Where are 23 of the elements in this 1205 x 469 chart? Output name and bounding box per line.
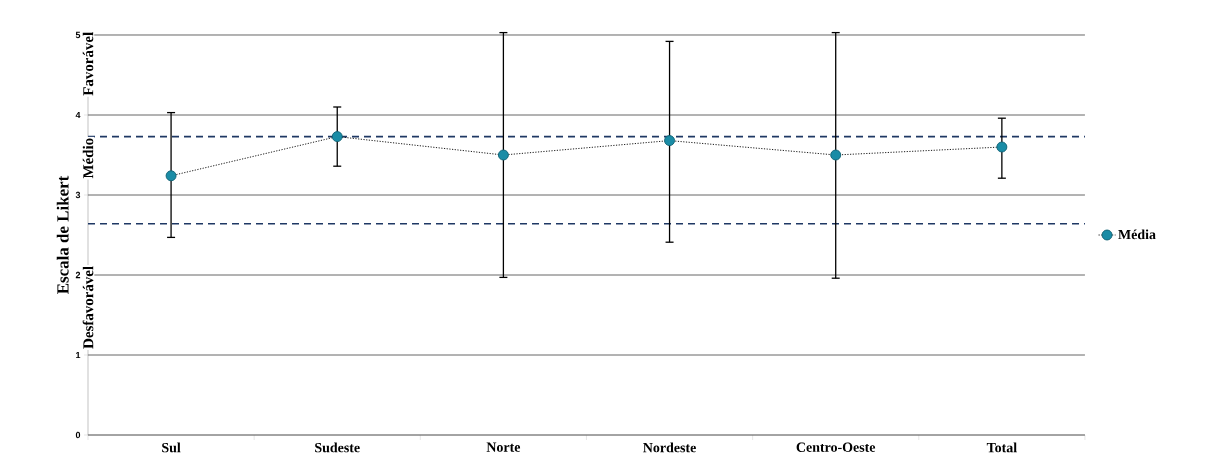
y-tick-label: 5 <box>75 31 81 39</box>
point <box>996 141 1008 153</box>
y-tick-label: 4 <box>75 111 81 119</box>
x-tick-label: Total <box>986 442 1017 453</box>
x-tick-label: Centro-Oeste <box>796 442 876 452</box>
annotation: Médio <box>82 138 94 179</box>
y-tick-label: 2 <box>75 271 81 279</box>
y-tick-label: 3 <box>75 191 81 199</box>
point <box>165 170 177 182</box>
x-tick-label: Nordeste <box>643 442 696 453</box>
annotation: Favorável <box>82 32 94 96</box>
point <box>331 131 343 143</box>
point <box>497 149 509 161</box>
y-tick-label: 1 <box>76 351 81 359</box>
annotation: Desfavorável <box>82 266 94 349</box>
x-tick-label: Sul <box>162 442 181 453</box>
point <box>664 135 675 147</box>
legend-label: Média <box>1118 229 1156 240</box>
x-tick-label: Norte <box>486 442 521 452</box>
y-tick-label: 0 <box>75 431 81 439</box>
point <box>830 149 842 161</box>
x-tick-label: Sudeste <box>315 442 360 453</box>
y-axis-title: Escala de Likert <box>56 175 69 294</box>
